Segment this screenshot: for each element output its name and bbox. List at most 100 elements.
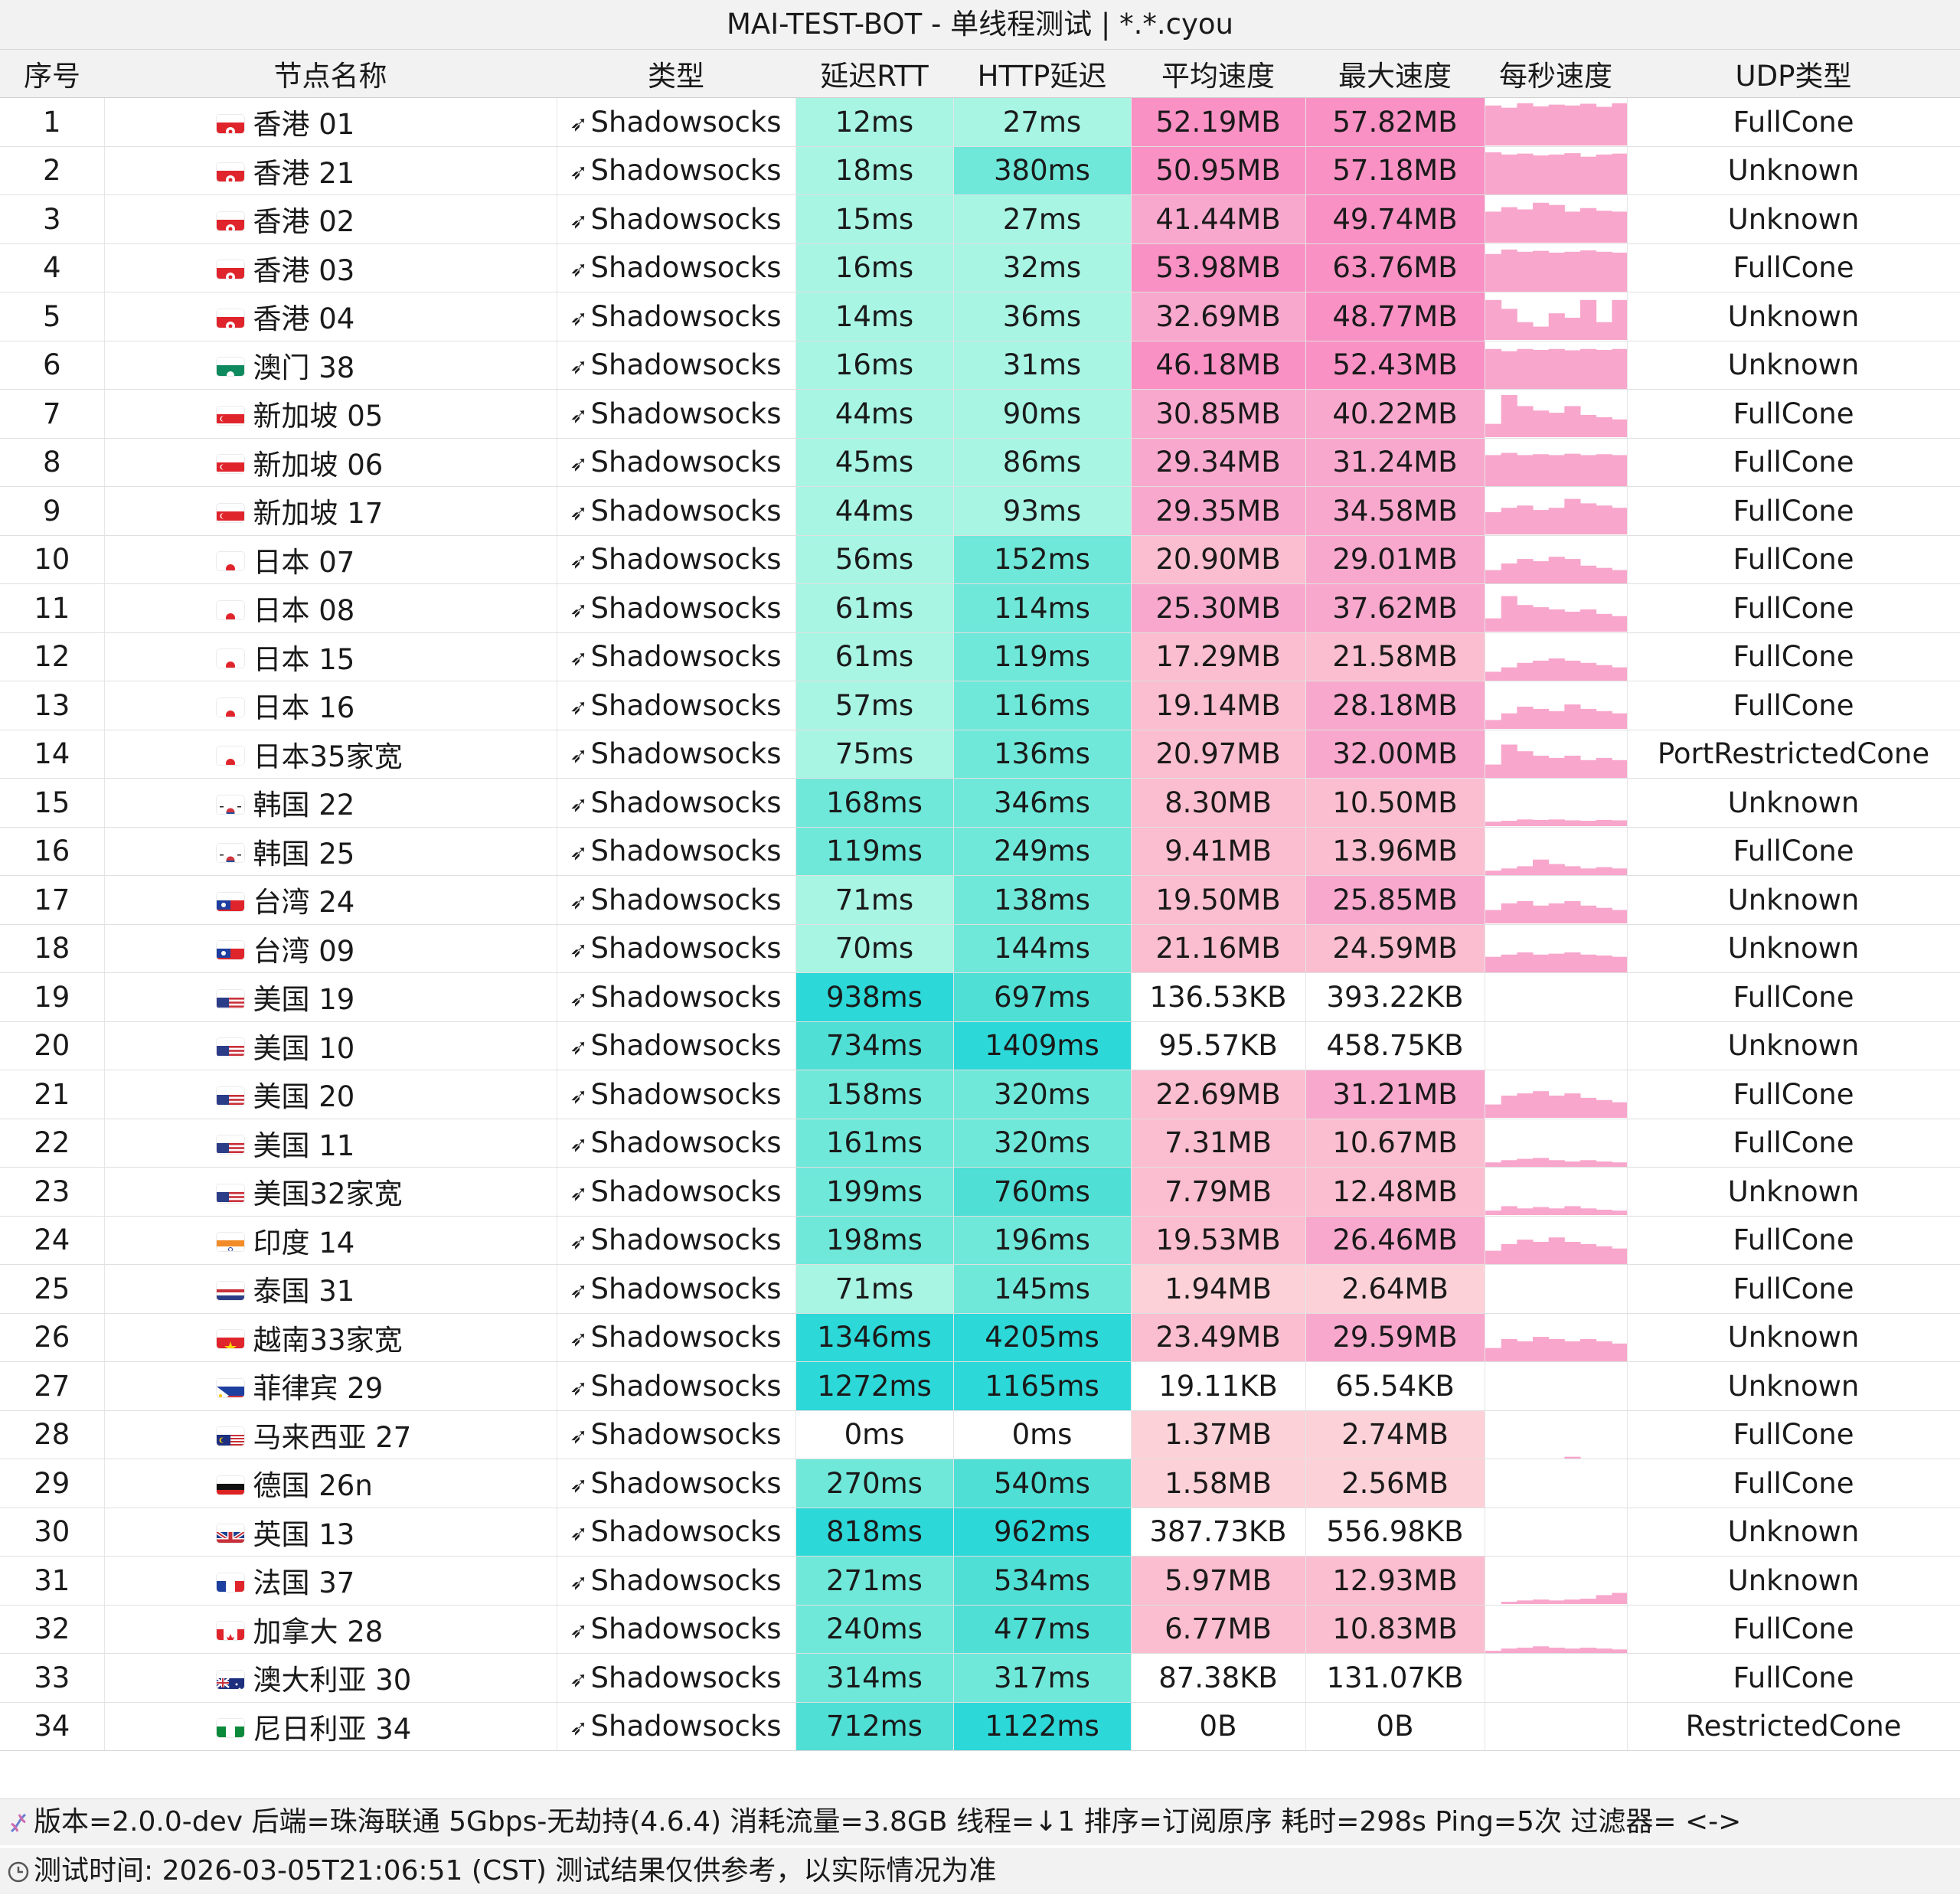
udp-type: Unknown: [1627, 194, 1960, 244]
http-latency: 477ms: [953, 1605, 1132, 1654]
table-row: 8 新加坡 06 ➶ Shadowsocks 45ms 86ms 29.34MB 31.24M…: [0, 438, 1960, 487]
table-row: 17 台湾 24 ➶ Shadowsocks 71ms 138ms 19.50MB 25.85…: [0, 875, 1960, 925]
sparkline-bar: [1516, 455, 1533, 486]
protocol-type: Shadowsocks: [590, 348, 782, 382]
row-index: 23: [0, 1167, 105, 1217]
rtt-latency: 0ms: [795, 1410, 954, 1459]
table-row: 21 美国 20 ➶ Shadowsocks 158ms 320ms 22.69MB 31.2…: [0, 1070, 1960, 1119]
per-second-speed-sparkline: [1485, 292, 1628, 341]
node-name: 美国 20: [253, 1080, 355, 1114]
http-latency: 93ms: [953, 486, 1132, 536]
sparkline-bar: [1563, 1648, 1580, 1653]
rtt-latency: 71ms: [795, 875, 954, 925]
sparkline-bar: [1579, 103, 1596, 146]
sparkline-bar: [1501, 351, 1517, 389]
node-name: 新加坡 05: [253, 400, 384, 433]
row-index: 12: [0, 632, 105, 681]
send-arrow-icon: ➶: [570, 743, 588, 769]
protocol-type: Shadowsocks: [590, 1418, 782, 1452]
avg-speed: 5.97MB: [1131, 1556, 1306, 1606]
max-speed: 131.07KB: [1305, 1653, 1485, 1703]
protocol-type-cell: ➶ Shadowsocks: [557, 1556, 796, 1606]
node-name-cell: 香港 01: [104, 97, 557, 147]
sparkline-bar: [1485, 152, 1501, 194]
sparkline-chart: [1485, 249, 1626, 292]
http-latency: 27ms: [953, 97, 1132, 147]
sparkline-bar: [1611, 956, 1626, 972]
sparkline-bar: [1579, 709, 1596, 730]
sparkline-bar: [1611, 348, 1626, 389]
max-speed: 2.56MB: [1305, 1459, 1485, 1508]
max-speed: 32.00MB: [1305, 730, 1485, 779]
sparkline-bar: [1548, 413, 1565, 438]
per-second-speed-sparkline: [1485, 1167, 1628, 1217]
sparkline-bar: [1501, 395, 1517, 438]
http-latency: 540ms: [953, 1459, 1132, 1508]
rtt-latency: 61ms: [795, 583, 954, 633]
sparkline-bar: [1532, 1158, 1549, 1167]
flag-tw-icon: [216, 941, 244, 960]
udp-type: FullCone: [1627, 1459, 1960, 1508]
node-name: 台湾 24: [253, 886, 355, 920]
avg-speed: 7.79MB: [1131, 1167, 1306, 1217]
node-name-cell: 美国32家宽: [104, 1167, 557, 1217]
sparkline-bar: [1596, 251, 1612, 292]
sparkline-bar: [1485, 211, 1501, 243]
udp-type: Unknown: [1627, 1556, 1960, 1606]
node-name-cell: 新加坡 06: [104, 438, 557, 487]
udp-type: Unknown: [1627, 924, 1960, 973]
udp-type: Unknown: [1627, 1167, 1960, 1217]
sparkline-bar: [1532, 607, 1549, 632]
sparkline-bar: [1485, 1104, 1501, 1119]
sparkline-chart: [1485, 103, 1626, 146]
node-name-cell: 韩国 22: [104, 778, 557, 828]
sparkline-bar: [1563, 558, 1580, 583]
sparkline-bar: [1563, 106, 1580, 146]
http-latency: 145ms: [953, 1264, 1132, 1314]
sparkline-bar: [1532, 1646, 1549, 1653]
avg-speed: 6.77MB: [1131, 1605, 1306, 1654]
sparkline-chart: [1485, 744, 1626, 778]
node-name: 法国 37: [253, 1566, 355, 1600]
sparkline-bar: [1596, 614, 1612, 632]
footer-info: 版本=2.0.0-dev 后端=珠海联通 5Gbps-无劫持(4.6.4) 消耗…: [0, 1798, 1960, 1845]
udp-type: FullCone: [1627, 389, 1960, 439]
sparkline-bar: [1485, 1650, 1501, 1653]
protocol-type: Shadowsocks: [590, 1126, 782, 1160]
protocol-type-cell: ➶ Shadowsocks: [557, 389, 796, 439]
sparkline-bar: [1485, 956, 1501, 972]
send-arrow-icon: ➶: [570, 207, 588, 234]
sparkline-bar: [1596, 154, 1612, 194]
avg-speed: 19.11KB: [1131, 1361, 1306, 1411]
http-latency: 138ms: [953, 875, 1132, 925]
node-name: 澳门 38: [253, 351, 355, 384]
avg-speed: 1.94MB: [1131, 1264, 1306, 1314]
sparkline-bar: [1532, 560, 1549, 583]
sparkline-bar: [1563, 901, 1580, 924]
node-name-cell: 香港 03: [104, 243, 557, 292]
sparkline-bar: [1611, 868, 1626, 875]
sparkline-bar: [1563, 350, 1580, 389]
sparkline-chart: [1485, 452, 1626, 486]
http-latency: 1122ms: [953, 1702, 1132, 1751]
sparkline-bar: [1579, 662, 1596, 681]
header-type: 类型: [557, 50, 795, 98]
per-second-speed-sparkline: [1485, 924, 1628, 973]
flag-hk-icon: [216, 212, 244, 230]
table-row: 13 日本 16 ➶ Shadowsocks 57ms 116ms 19.14MB 28.18…: [0, 681, 1960, 730]
send-arrow-icon: ➶: [570, 1374, 588, 1400]
protocol-type-cell: ➶ Shadowsocks: [557, 535, 796, 584]
send-arrow-icon: ➶: [570, 840, 588, 866]
sparkline-bar: [1485, 455, 1501, 486]
node-name: 马来西亚 27: [253, 1420, 412, 1454]
avg-speed: 136.53KB: [1131, 972, 1306, 1022]
rtt-latency: 158ms: [795, 1070, 954, 1119]
node-name-cell: 菲律宾 29: [104, 1361, 557, 1411]
per-second-speed-sparkline: [1485, 438, 1628, 487]
rtt-latency: 70ms: [795, 924, 954, 973]
protocol-type-cell: ➶ Shadowsocks: [557, 1410, 796, 1459]
sparkline-chart: [1485, 1646, 1626, 1653]
udp-type: Unknown: [1627, 875, 1960, 925]
per-second-speed-sparkline: [1485, 1216, 1628, 1265]
header-rtt: 延迟RTT: [795, 50, 953, 98]
